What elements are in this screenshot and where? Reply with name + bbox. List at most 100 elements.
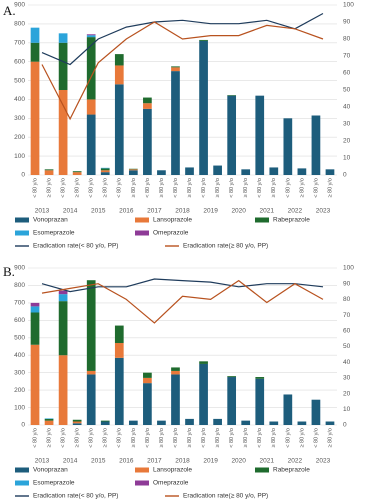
y-tick-label: 0 (21, 422, 25, 429)
y-tick-label: 600 (14, 58, 25, 65)
legend-swatch (135, 480, 149, 486)
y-tick-label: 400 (14, 352, 25, 359)
bar-segment (72, 423, 82, 425)
x-tick-label: ≥ 80 y/o (299, 178, 305, 198)
legend-label: Vonoprazan (33, 467, 68, 474)
y2-tick-label: 20 (343, 390, 351, 397)
y-tick-label: 700 (14, 300, 25, 307)
rate-line (41, 279, 324, 324)
bar-segment (100, 420, 110, 422)
legend-label: Vonoprazan (33, 217, 68, 224)
y2-tick-label: 30 (343, 121, 351, 128)
x-tick-label: ≥ 80 y/o (327, 428, 333, 448)
bar-segment (143, 97, 152, 104)
y2-tick-label: 90 (343, 280, 351, 287)
x-tick-label: ≥ 80 y/o (159, 428, 165, 448)
rate-line (41, 278, 324, 293)
year-label: 2016 (119, 458, 134, 465)
year-label: 2021 (260, 208, 275, 215)
year-label: 2017 (147, 208, 162, 215)
bar-segment (325, 169, 335, 175)
bar-segment (255, 377, 265, 379)
bar-segment (86, 37, 96, 100)
bar-segment (58, 301, 68, 356)
legend-swatch (255, 217, 269, 223)
bar-segment (157, 420, 166, 425)
year-label: 2023 (316, 458, 331, 465)
y2-tick-label: 0 (343, 172, 347, 179)
x-tick-label: ≥ 80 y/o (271, 178, 277, 198)
x-tick-label: < 80 y/o (61, 428, 67, 448)
legend-label: Lansoprazole (153, 467, 192, 474)
bar-segment (100, 172, 110, 175)
x-tick-label: ≥ 80 y/o (187, 428, 193, 448)
bar-segment (114, 54, 124, 66)
x-tick-label: < 80 y/o (313, 178, 319, 198)
x-tick-label: < 80 y/o (145, 428, 151, 448)
legend-label: Esomeprazole (33, 230, 75, 237)
bar-segment (143, 108, 152, 175)
year-label: 2017 (147, 458, 162, 465)
y-tick-label: 200 (14, 387, 25, 394)
x-tick-label: < 80 y/o (257, 178, 263, 198)
bar-segment (297, 168, 307, 175)
bar-segment (86, 35, 96, 38)
bar-segment (283, 118, 293, 175)
bar-segment (241, 420, 251, 425)
year-label: 2016 (119, 208, 134, 215)
bar-segment (72, 421, 82, 424)
y2-tick-label: 90 (343, 19, 351, 26)
legend-label: Omeprazole (153, 480, 189, 487)
year-label: 2019 (203, 208, 218, 215)
bar-segment (100, 170, 110, 173)
legend-label: Rabeprazole (273, 217, 310, 224)
x-tick-label: < 80 y/o (117, 428, 123, 448)
panel-label: A. (3, 3, 16, 18)
year-label: 2014 (63, 208, 78, 215)
bar-segment (72, 172, 82, 175)
x-tick-label: ≥ 80 y/o (243, 428, 249, 448)
bar-segment (30, 306, 40, 313)
y2-tick-label: 20 (343, 138, 351, 145)
bar-segment (297, 421, 307, 425)
bar-segment (86, 114, 96, 175)
x-tick-label: ≥ 80 y/o (243, 178, 249, 198)
x-tick-label: < 80 y/o (313, 428, 319, 448)
bar-segment (58, 294, 68, 302)
x-tick-label: ≥ 80 y/o (159, 178, 165, 198)
bar-segment (227, 377, 237, 425)
bar-segment (44, 418, 54, 421)
bar-segment (44, 169, 54, 171)
legend-label: Lansoprazole (153, 217, 192, 224)
y2-tick-label: 50 (343, 343, 351, 350)
y2-tick-label: 30 (343, 375, 351, 382)
bar-segment (30, 61, 40, 175)
rate-line (41, 21, 324, 121)
bar-segment (311, 115, 321, 175)
x-tick-label: ≥ 80 y/o (103, 178, 109, 198)
bar-segment (30, 312, 40, 345)
bar-segment (128, 169, 138, 171)
bar-segment (72, 171, 82, 173)
bar-segment (86, 34, 96, 36)
y2-tick-label: 0 (343, 422, 347, 429)
bar-segment (58, 90, 68, 175)
x-tick-label: ≥ 80 y/o (103, 428, 109, 448)
year-label: 2023 (316, 208, 331, 215)
year-label: 2015 (91, 458, 106, 465)
bar-segment (114, 325, 124, 344)
bar-segment (241, 169, 251, 175)
bar-segment (185, 418, 194, 425)
y2-tick-label: 60 (343, 70, 351, 77)
bar-segment (143, 383, 152, 425)
x-tick-label: < 80 y/o (285, 428, 291, 448)
year-label: 2013 (35, 208, 50, 215)
legend-swatch (15, 480, 29, 486)
year-label: 2019 (203, 458, 218, 465)
x-tick-label: < 80 y/o (201, 428, 207, 448)
bar-segment (171, 374, 180, 425)
bar-segment (185, 167, 194, 175)
x-tick-label: ≥ 80 y/o (327, 178, 333, 198)
x-tick-label: ≥ 80 y/o (131, 178, 137, 198)
